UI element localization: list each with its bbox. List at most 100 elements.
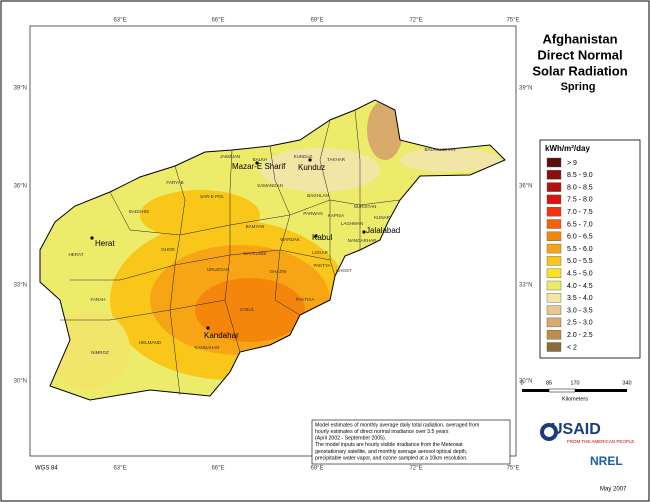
longitude-label: 63°E xyxy=(113,18,126,24)
province-label: LOGAR xyxy=(312,250,329,255)
border xyxy=(60,299,226,321)
scale-label: 170 xyxy=(570,380,579,386)
legend-label: > 9 xyxy=(567,160,577,167)
latitude-label: 33°N xyxy=(519,283,532,289)
border xyxy=(354,109,361,250)
province-label: ZABUL xyxy=(240,307,255,312)
legend-label: 4.0 - 4.5 xyxy=(567,283,593,290)
scale-unit: Kilometers xyxy=(562,396,588,402)
border xyxy=(319,119,336,277)
legend-label: 3.0 - 3.5 xyxy=(567,307,593,314)
longitude-label: 75°E xyxy=(506,466,519,472)
legend-swatch xyxy=(546,305,562,315)
province-label: SAR-E POL xyxy=(200,194,225,199)
province-label: NIMROZ xyxy=(91,350,109,355)
border xyxy=(169,165,186,396)
province-label: DAYKUNDI xyxy=(244,251,267,256)
legend-swatch xyxy=(546,231,562,242)
title-block: Afghanistan Direct Normal Solar Radiatio… xyxy=(532,31,627,92)
usaid-logo: USAID xyxy=(551,421,601,438)
city-dot xyxy=(314,234,318,238)
zone xyxy=(400,148,500,172)
province-label: NURISTAN xyxy=(354,204,377,209)
legend-swatch xyxy=(546,206,562,217)
longitude-label: 69°E xyxy=(310,18,323,24)
usaid-seal-inner xyxy=(544,427,554,437)
province-label: WARDAK xyxy=(280,237,300,242)
latitude-label: 39°N xyxy=(519,86,532,92)
latitude-label: 30°N xyxy=(14,379,27,385)
legend-swatch xyxy=(546,268,562,278)
legend-label: 6.0 - 6.5 xyxy=(567,234,593,241)
longitude-label: 63°E xyxy=(113,466,126,472)
province-label: BADAKHSHAN xyxy=(424,147,455,152)
longitude-label: 72°E xyxy=(409,18,422,24)
legend-swatch xyxy=(546,342,562,352)
province-label: HELMAND xyxy=(139,340,162,345)
zone xyxy=(50,310,130,390)
longitude-label: 72°E xyxy=(409,466,422,472)
note-box xyxy=(311,419,511,465)
province-labels: JAWZJAN BALKH KUNDUZ TAKHAR BADAKHSHAN F… xyxy=(69,147,456,355)
province-label: FARAH xyxy=(90,297,105,302)
usaid-tagline: FROM THE AMERICAN PEOPLE xyxy=(567,439,634,444)
legend-label: 5.0 - 5.5 xyxy=(567,258,593,265)
legend-label: < 2 xyxy=(567,344,577,351)
latitude-label: 39°N xyxy=(14,86,27,92)
longitude-label: 66°E xyxy=(211,18,224,24)
province-label: PARWAN xyxy=(303,211,322,216)
border xyxy=(224,149,241,353)
city-label: Kunduz xyxy=(298,163,325,172)
province-label: KANDAHAR xyxy=(194,345,220,350)
legend-label: 2.0 - 2.5 xyxy=(567,332,593,339)
legend-label: 8.5 - 9.0 xyxy=(567,172,593,179)
datum: WGS 84 xyxy=(35,466,58,472)
province-label: BALKH xyxy=(253,157,268,162)
legend-swatch xyxy=(546,194,562,205)
scale-bar xyxy=(548,388,576,393)
province-label: GHOR xyxy=(161,247,175,252)
city-dot xyxy=(308,158,312,162)
legend-swatch xyxy=(546,243,562,254)
province-label: BAGHLAN xyxy=(307,193,329,198)
cities: Herat Kandahar Kabul Jalalabad Mazar-E S… xyxy=(90,158,400,340)
longitude-label: 69°E xyxy=(310,466,323,472)
legend-title: kWh/m²/day xyxy=(545,144,590,153)
province-label: JAWZJAN xyxy=(220,154,241,159)
zone xyxy=(260,148,380,192)
note-line: Model estimates of monthly average daily… xyxy=(315,422,479,428)
city-label: Kabul xyxy=(312,233,333,242)
border xyxy=(269,145,301,316)
longitude-label: 66°E xyxy=(211,466,224,472)
latitude-label: 36°N xyxy=(14,184,27,190)
note-line: The model inputs are hourly visible irra… xyxy=(315,442,463,448)
latitude-label: 33°N xyxy=(14,283,27,289)
province-label: GHAZNI xyxy=(269,269,286,274)
province-label: TAKHAR xyxy=(327,157,346,162)
province-label: LAGHMAN xyxy=(341,221,363,226)
province-label: KHOST xyxy=(336,268,352,273)
province-label: BAMYAN xyxy=(246,224,265,229)
legend-label: 8.0 - 8.5 xyxy=(567,184,593,191)
legend-label: 6.5 - 7.0 xyxy=(567,221,593,228)
date: May 2007 xyxy=(600,487,627,493)
note-line: precipitable water vapor, and ozone samp… xyxy=(315,455,468,461)
legend-swatch xyxy=(546,157,562,168)
legend-swatch xyxy=(546,182,562,192)
legend-swatch xyxy=(546,170,562,180)
scale-bar xyxy=(575,389,627,392)
legend-swatch xyxy=(546,317,562,328)
latitude-label: 30°N xyxy=(519,379,532,385)
longitude-label: 75°E xyxy=(506,18,519,24)
province-label: NANGARHAR xyxy=(348,238,378,243)
city-label: Kandahar xyxy=(204,331,239,340)
note-line: (April 2002 - September 2005). xyxy=(315,436,386,442)
scale-label: 340 xyxy=(622,380,631,386)
title-line: Afghanistan xyxy=(542,31,617,46)
province-label: KUNAR xyxy=(374,215,391,220)
legend-swatch xyxy=(546,219,562,229)
city-dot xyxy=(255,161,259,165)
province-label: PAKTYA xyxy=(313,263,330,268)
note-line: geostationary satellite, and monthly ave… xyxy=(315,449,467,455)
legend-label: 4.5 - 5.0 xyxy=(567,271,593,278)
